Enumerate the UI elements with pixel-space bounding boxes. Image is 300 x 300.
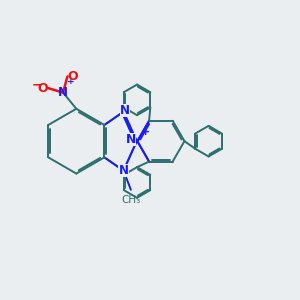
Text: N: N (125, 133, 136, 146)
Text: N: N (58, 86, 68, 99)
Text: +: + (141, 127, 150, 137)
Text: O: O (68, 70, 78, 83)
Text: N: N (118, 164, 128, 177)
Text: +: + (67, 77, 74, 86)
Text: O: O (38, 82, 48, 95)
Text: N: N (120, 104, 130, 117)
Text: −: − (31, 79, 42, 92)
Text: CH₃: CH₃ (121, 195, 140, 205)
